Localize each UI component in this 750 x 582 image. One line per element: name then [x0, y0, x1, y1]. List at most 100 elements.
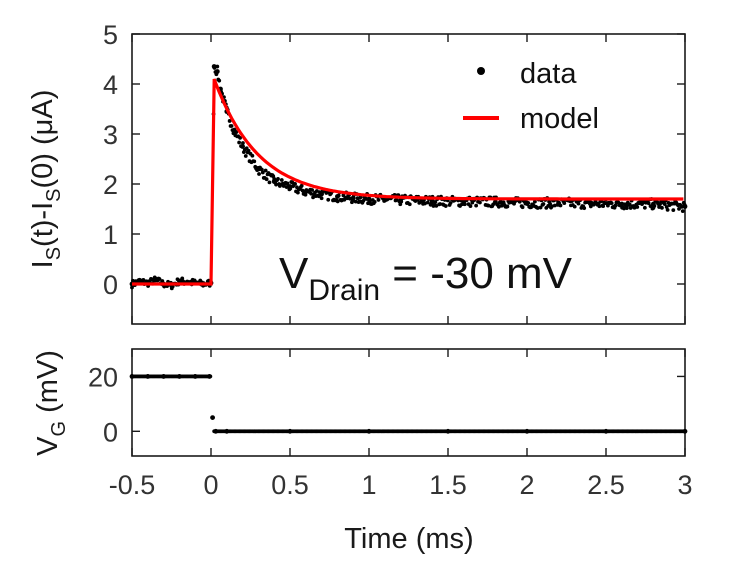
data-point: [434, 203, 439, 208]
data-point: [267, 180, 272, 185]
data-point: [234, 130, 239, 134]
data-point: [491, 202, 496, 207]
data-point: [319, 196, 324, 201]
data-point: [229, 124, 234, 128]
bottom-y-tick-label: 0: [103, 417, 118, 447]
data-point: [318, 192, 323, 197]
data-point: [285, 181, 290, 186]
data-point: [468, 204, 473, 208]
data-point: [624, 206, 629, 210]
data-point: [212, 66, 217, 70]
data-point: [609, 201, 614, 206]
data-point: [274, 182, 278, 187]
data-point: [558, 203, 563, 208]
data-point: [582, 206, 587, 211]
x-tick-label: 1: [361, 470, 376, 500]
data-point: [438, 202, 442, 206]
data-point: [682, 203, 687, 207]
data-point: [486, 203, 491, 208]
data-point: [276, 176, 280, 181]
data-point: [260, 170, 265, 175]
data-point: [664, 205, 669, 209]
model-line: [132, 78, 684, 286]
data-point: [425, 200, 430, 205]
data-point: [652, 204, 657, 208]
data-point: [462, 202, 467, 207]
data-point: [214, 72, 219, 77]
data-point: [180, 276, 185, 281]
data-point: [175, 277, 180, 282]
bottom-y-axis-label: VG (mV): [32, 350, 70, 456]
data-point: [660, 205, 664, 210]
top-y-tick-label: 3: [103, 120, 118, 150]
vg-point: [210, 415, 215, 420]
data-point: [296, 190, 300, 195]
data-point: [310, 188, 315, 192]
x-ticks: -0.5 0 0.5 1 1.5 2 2.5 3: [109, 349, 693, 500]
data-point: [474, 203, 479, 208]
data-point: [642, 205, 647, 210]
data-point: [272, 176, 277, 181]
data-point: [657, 205, 661, 209]
data-point: [646, 201, 651, 206]
data-point: [131, 278, 135, 283]
data-point: [299, 183, 304, 188]
data-point: [665, 207, 670, 212]
data-point: [130, 285, 134, 290]
data-point: [520, 205, 525, 210]
data-point: [263, 168, 268, 173]
data-point: [613, 203, 618, 208]
top-y-tick-label: 5: [103, 20, 118, 50]
data-point: [601, 204, 606, 209]
data-point: [279, 178, 284, 182]
data-point: [680, 209, 685, 213]
x-tick-label: 2.5: [587, 470, 625, 500]
data-point: [355, 196, 360, 201]
bottom-data-points: [129, 374, 688, 434]
data-point: [264, 177, 269, 182]
annotation-rest: = -30 mV: [380, 249, 573, 298]
data-point: [244, 146, 249, 151]
data-point: [448, 201, 453, 205]
data-point: [335, 199, 340, 204]
data-point: [533, 199, 537, 204]
data-point: [376, 198, 381, 202]
x-tick-label: 0: [203, 470, 218, 500]
data-point: [246, 148, 251, 153]
data-point: [215, 64, 220, 69]
data-point: [550, 204, 554, 209]
x-tick-label: 3: [677, 470, 692, 500]
data-point: [243, 154, 248, 158]
data-point: [433, 200, 438, 204]
legend-model-label: model: [520, 103, 599, 135]
data-point: [217, 78, 222, 83]
bottom-panel: 20 0 -0.5 0 0.5 1 1.5 2 2.5 3 VG (mV) Time (ms): [32, 348, 693, 555]
data-point: [293, 182, 297, 186]
data-point: [358, 195, 363, 200]
data-point: [562, 201, 567, 206]
data-point: [227, 119, 232, 123]
data-point: [443, 204, 448, 208]
drain-voltage-annotation: VDrain = -30 mV: [279, 249, 573, 307]
data-point: [662, 202, 667, 206]
data-point: [303, 192, 308, 197]
data-point: [399, 199, 404, 204]
data-point: [240, 144, 244, 149]
data-point: [257, 172, 261, 176]
data-point: [250, 153, 255, 158]
x-axis-label: Time (ms): [344, 523, 473, 555]
data-point: [679, 204, 684, 209]
data-point: [622, 206, 626, 211]
data-point: [160, 279, 165, 283]
data-point: [252, 159, 257, 164]
vg-point: [682, 429, 687, 434]
top-plot-frame: [131, 33, 686, 325]
data-point: [541, 202, 546, 206]
data-point: [677, 206, 681, 211]
data-point: [259, 167, 264, 172]
data-point: [478, 200, 482, 205]
bottom-y-tick-label: 20: [88, 362, 118, 392]
data-point: [326, 197, 331, 202]
top-y-tick-label: 2: [103, 170, 118, 200]
